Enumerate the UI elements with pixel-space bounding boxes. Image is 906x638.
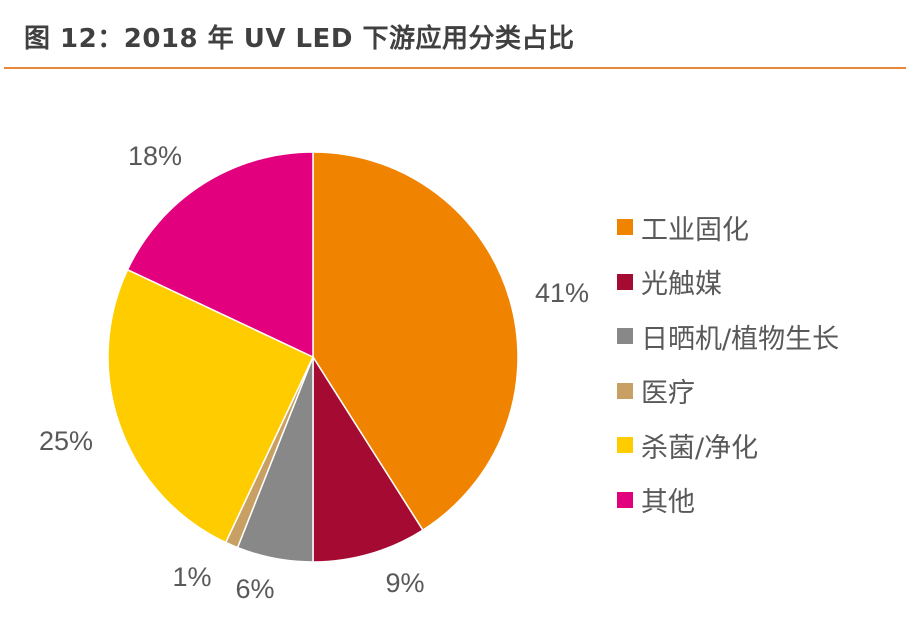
data-label: 18% <box>128 141 182 171</box>
legend-label: 医疗 <box>641 378 695 410</box>
legend-swatch <box>617 273 633 290</box>
pie-slice-4 <box>107 268 314 544</box>
legend-label: 其他 <box>641 487 695 519</box>
legend-label: 杀菌/净化 <box>641 432 759 464</box>
legend-swatch <box>617 382 633 399</box>
data-label: 41% <box>535 278 589 308</box>
chart-title: 图 12：2018 年 UV LED 下游应用分类占比 <box>24 24 575 54</box>
legend-item: 光触媒 <box>617 255 839 310</box>
legend-swatch <box>617 328 633 345</box>
pie-slice-0 <box>312 151 519 532</box>
data-label: 9% <box>385 568 424 598</box>
legend-item: 日晒机/植物生长 <box>617 309 839 364</box>
legend-label: 日晒机/植物生长 <box>641 323 840 355</box>
legend-swatch <box>617 491 633 508</box>
data-label: 25% <box>39 426 93 456</box>
data-label: 6% <box>235 574 274 604</box>
legend-label: 工业固化 <box>641 214 749 246</box>
legend-item: 工业固化 <box>617 200 839 255</box>
legend-swatch <box>617 219 633 236</box>
pie-slice-1 <box>312 354 424 563</box>
legend-item: 其他 <box>617 473 839 528</box>
legend: 工业固化 光触媒 日晒机/植物生长 医疗 杀菌/净化 其他 <box>617 200 839 527</box>
title-divider <box>4 67 906 69</box>
legend-label: 光触媒 <box>641 269 722 301</box>
legend-item: 杀菌/净化 <box>617 418 839 473</box>
legend-item: 医疗 <box>617 364 839 419</box>
pie-slice-5 <box>126 151 314 359</box>
legend-swatch <box>617 437 633 454</box>
data-label: 1% <box>172 562 211 592</box>
